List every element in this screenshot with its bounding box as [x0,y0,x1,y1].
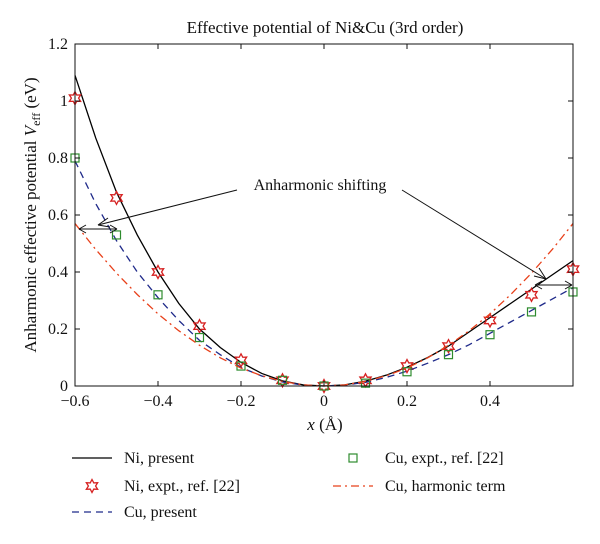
legend-label: Ni, present [124,450,195,467]
series-line-cu-harmonic-term [74,223,574,387]
legend-item-cu-harmonic-term: Cu, harmonic term [333,478,506,495]
data-point-ni-expt-ref-22 [441,338,456,354]
y-tick-label: 0.4 [48,264,68,281]
legend-item-ni-expt-ref-22: Ni, expt., ref. [22] [85,478,240,495]
y-tick-label: 1.2 [48,36,68,53]
annotation-label: Anharmonic shifting [254,177,387,194]
x-tick-label: −0.2 [226,393,255,410]
ticks-layer: −0.6 −0.4 −0.2 0 0.2 0.4 0 0.2 0.4 0.6 0.8 1 1.2 [48,36,573,410]
legend: Ni, present Ni, expt., ref. [22] Cu, prese… [72,450,506,521]
data-point-ni-expt-ref-22 [109,190,124,206]
series-layer [68,75,580,394]
data-point-ni-expt-ref-22 [192,318,207,335]
legend-label: Cu, harmonic term [385,478,506,495]
y-tick-label: 0 [60,378,68,395]
data-point-cu-expt-ref-22 [485,330,495,340]
y-tick-label: 0.2 [48,321,68,338]
data-point-cu-expt-ref-22 [277,375,288,385]
legend-item-cu-present: Cu, present [72,504,197,521]
legend-label: Ni, expt., ref. [22] [124,478,240,495]
y-tick-label: 0.8 [48,150,68,167]
shift-arrow-right-heads [534,280,573,290]
data-point-cu-expt-ref-22 [526,307,537,317]
data-point-ni-expt-ref-22 [317,378,331,394]
x-tick-label: −0.6 [60,393,89,410]
annotation-arrowhead-right [533,267,547,280]
data-point-cu-expt-ref-22 [153,290,163,300]
legend-item-cu-expt-ref-22: Cu, expt., ref. [22] [348,450,504,467]
x-axis-label: x (Å) [306,415,342,434]
data-point-ni-expt-ref-22 [524,286,539,303]
legend-swatch [348,453,358,463]
legend-swatch [85,478,99,494]
x-tick-label: 0.4 [480,393,500,410]
annotation-arrow-right [401,189,547,280]
data-point-cu-expt-ref-22 [111,230,122,240]
annotation-arrow-left [97,189,238,226]
annotation: Anharmonic shifting [78,177,573,290]
y-tick-label: 1 [60,93,68,110]
legend-label: Cu, expt., ref. [22] [385,450,504,467]
shift-arrow-left-heads [78,224,118,234]
plot-frame [74,43,574,387]
legend-item-ni-present: Ni, present [72,450,195,467]
legend-label: Cu, present [124,504,197,521]
data-point-ni-expt-ref-22 [275,372,290,389]
x-tick-label: 0.2 [397,393,417,410]
data-point-cu-expt-ref-22 [360,378,371,388]
series-line-cu-present [74,160,574,387]
data-point-cu-expt-ref-22 [443,350,454,360]
annotation-arrowhead-left [97,217,111,228]
x-tick-label: 0 [320,393,328,410]
data-point-cu-expt-ref-22 [402,367,412,377]
data-point-ni-expt-ref-22 [151,264,165,280]
series-markers-ni-expt-ref-22 [68,90,580,394]
y-tick-label: 0.6 [48,207,68,224]
x-tick-label: −0.4 [143,393,172,410]
chart-title: Effective potential of Ni&Cu (3rd order) [187,18,464,37]
series-line-ni-present [74,75,574,387]
data-point-cu-expt-ref-22 [194,332,205,343]
data-point-ni-expt-ref-22 [483,312,497,329]
y-axis-label: Anharmonic effective potential Veff (eV) [21,77,43,352]
data-point-ni-expt-ref-22 [400,358,414,374]
